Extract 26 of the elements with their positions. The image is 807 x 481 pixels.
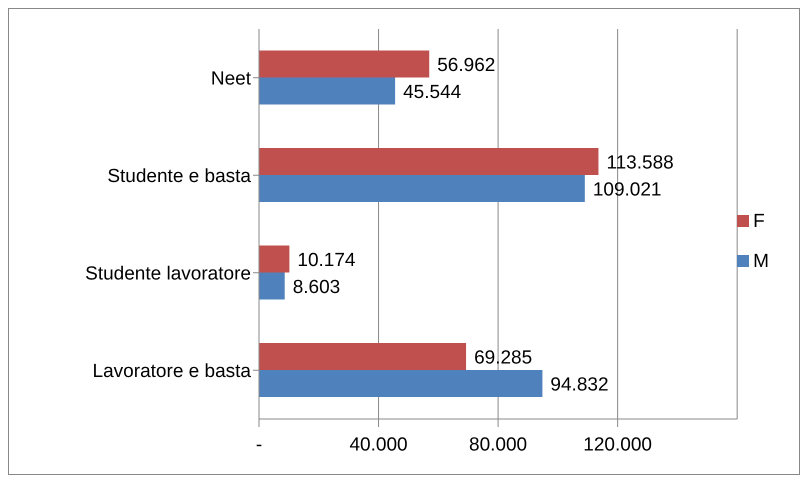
bar [259, 50, 430, 78]
bar [259, 370, 542, 397]
x-tick-label: - [256, 434, 262, 456]
legend-label: M [753, 250, 769, 272]
y-tick-label: Studente lavoratore [85, 263, 251, 284]
data-label: 94.832 [550, 374, 609, 396]
data-label: 45.544 [403, 82, 462, 103]
x-tick-label: 40.000 [349, 434, 408, 456]
data-label: 10.174 [297, 250, 356, 271]
y-tick-label: Studente e basta [107, 166, 252, 187]
bar [259, 174, 585, 202]
data-label: 69.285 [474, 347, 532, 368]
data-label: 8.603 [292, 276, 340, 298]
legend-label: F [753, 210, 765, 232]
y-tick-label: Neet [210, 68, 252, 90]
bar [259, 77, 396, 104]
bar [259, 342, 466, 370]
bar [259, 148, 598, 175]
bar [259, 272, 285, 300]
data-label: 109.021 [592, 179, 662, 200]
bar [259, 245, 290, 272]
data-label: 113.588 [606, 152, 674, 174]
data-label: 56.962 [437, 54, 496, 76]
x-tick-label: 120.000 [583, 434, 652, 456]
y-tick-label: Lavoratore e basta [92, 360, 252, 382]
x-tick-label: 80.000 [469, 434, 528, 456]
